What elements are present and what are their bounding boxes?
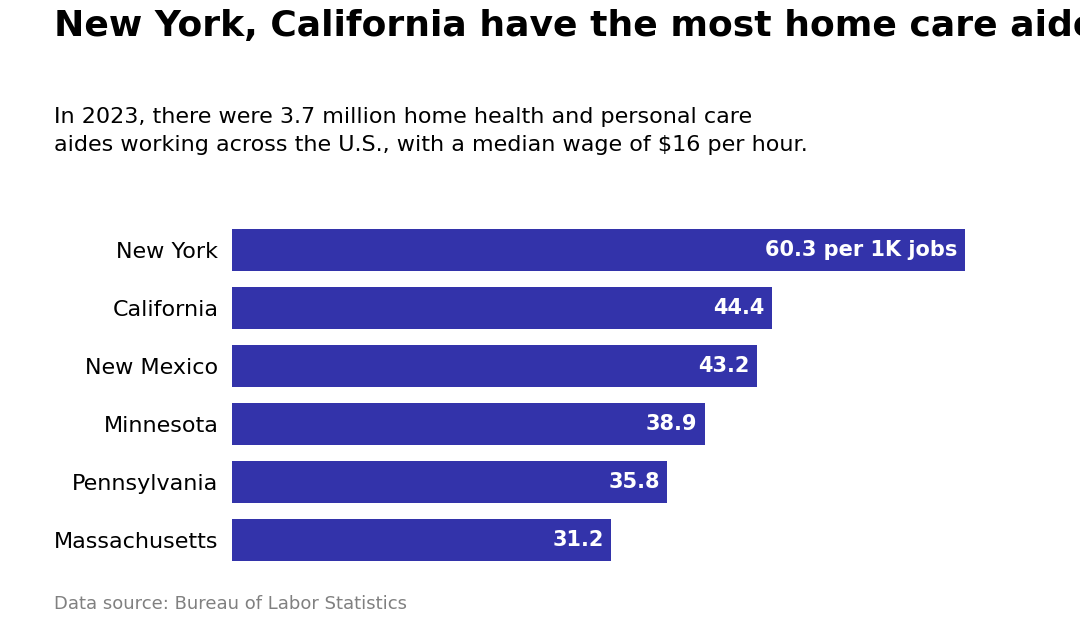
Text: 38.9: 38.9 (646, 414, 698, 434)
Text: 43.2: 43.2 (699, 356, 750, 376)
Bar (232, 229, 964, 271)
Bar (232, 461, 667, 503)
Bar (232, 345, 757, 387)
Text: New York, California have the most home care aides: New York, California have the most home … (54, 9, 1080, 44)
Text: 31.2: 31.2 (553, 530, 604, 550)
Text: 60.3 per 1K jobs: 60.3 per 1K jobs (766, 240, 958, 260)
Text: Data source: Bureau of Labor Statistics: Data source: Bureau of Labor Statistics (54, 595, 407, 613)
Text: 44.4: 44.4 (713, 298, 765, 318)
Text: In 2023, there were 3.7 million home health and personal care
aides working acro: In 2023, there were 3.7 million home hea… (54, 107, 808, 155)
Bar (232, 519, 611, 561)
Bar (232, 287, 772, 329)
Text: 35.8: 35.8 (608, 472, 660, 492)
Bar (232, 403, 705, 445)
